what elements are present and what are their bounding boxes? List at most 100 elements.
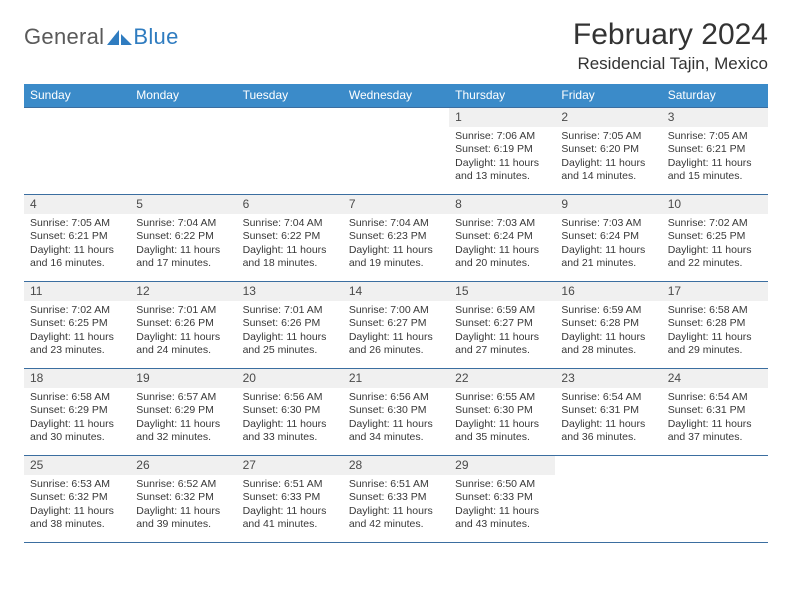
sunrise-line: Sunrise: 7:01 AM — [243, 304, 337, 317]
sunrise-line: Sunrise: 6:54 AM — [561, 391, 655, 404]
sunset-line: Sunset: 6:32 PM — [136, 491, 230, 504]
day-number-bar: 28 — [343, 456, 449, 475]
day-number: 10 — [668, 197, 762, 211]
day-number-bar: 20 — [237, 369, 343, 388]
day-number: 1 — [455, 110, 549, 124]
day-number: 23 — [561, 371, 655, 385]
sunrise-line: Sunrise: 6:59 AM — [561, 304, 655, 317]
calendar-cell — [343, 108, 449, 194]
cell-body: Sunrise: 6:59 AMSunset: 6:27 PMDaylight:… — [449, 301, 555, 362]
day-number-bar: 12 — [130, 282, 236, 301]
sunset-line: Sunset: 6:29 PM — [136, 404, 230, 417]
cell-body: Sunrise: 6:56 AMSunset: 6:30 PMDaylight:… — [343, 388, 449, 449]
day-number-bar: 18 — [24, 369, 130, 388]
cell-body: Sunrise: 7:00 AMSunset: 6:27 PMDaylight:… — [343, 301, 449, 362]
day-number: 2 — [561, 110, 655, 124]
sunrise-line: Sunrise: 6:59 AM — [455, 304, 549, 317]
cell-body: Sunrise: 7:05 AMSunset: 6:20 PMDaylight:… — [555, 127, 661, 188]
cell-body: Sunrise: 7:01 AMSunset: 6:26 PMDaylight:… — [237, 301, 343, 362]
cell-body: Sunrise: 6:51 AMSunset: 6:33 PMDaylight:… — [343, 475, 449, 536]
day-number-bar: 16 — [555, 282, 661, 301]
logo-text-blue: Blue — [133, 24, 178, 50]
sunset-line: Sunset: 6:26 PM — [243, 317, 337, 330]
day-number: 15 — [455, 284, 549, 298]
calendar-cell: 28Sunrise: 6:51 AMSunset: 6:33 PMDayligh… — [343, 456, 449, 542]
sunrise-line: Sunrise: 7:03 AM — [455, 217, 549, 230]
cell-body: Sunrise: 6:50 AMSunset: 6:33 PMDaylight:… — [449, 475, 555, 536]
day-number: 19 — [136, 371, 230, 385]
calendar-cell — [237, 108, 343, 194]
calendar-page: General Blue February 2024 Residencial T… — [0, 0, 792, 553]
sunrise-line: Sunrise: 6:50 AM — [455, 478, 549, 491]
calendar-cell: 3Sunrise: 7:05 AMSunset: 6:21 PMDaylight… — [662, 108, 768, 194]
cell-body: Sunrise: 6:57 AMSunset: 6:29 PMDaylight:… — [130, 388, 236, 449]
calendar-cell: 10Sunrise: 7:02 AMSunset: 6:25 PMDayligh… — [662, 195, 768, 281]
calendar-week-row: 1Sunrise: 7:06 AMSunset: 6:19 PMDaylight… — [24, 107, 768, 194]
sunset-line: Sunset: 6:20 PM — [561, 143, 655, 156]
day-number: 11 — [30, 284, 124, 298]
calendar-cell: 8Sunrise: 7:03 AMSunset: 6:24 PMDaylight… — [449, 195, 555, 281]
calendar-cell: 1Sunrise: 7:06 AMSunset: 6:19 PMDaylight… — [449, 108, 555, 194]
sunrise-line: Sunrise: 7:04 AM — [136, 217, 230, 230]
day-number-bar: 6 — [237, 195, 343, 214]
calendar-cell: 19 Sunrise: 6:57 AMSunset: 6:29 PMDayligh… — [130, 369, 236, 455]
sunset-line: Sunset: 6:25 PM — [30, 317, 124, 330]
header: General Blue February 2024 Residencial T… — [24, 18, 768, 74]
cell-body: Sunrise: 6:54 AMSunset: 6:31 PMDaylight:… — [662, 388, 768, 449]
calendar-cell: 25Sunrise: 6:53 AMSunset: 6:32 PMDayligh… — [24, 456, 130, 542]
calendar-cell: 14 Sunrise: 7:00 AMSunset: 6:27 PMDayligh… — [343, 282, 449, 368]
calendar-cell: 11 Sunrise: 7:02 AMSunset: 6:25 PMDayligh… — [24, 282, 130, 368]
sunset-line: Sunset: 6:24 PM — [455, 230, 549, 243]
cell-body: Sunrise: 7:03 AMSunset: 6:24 PMDaylight:… — [449, 214, 555, 275]
sunrise-line: Sunrise: 7:05 AM — [561, 130, 655, 143]
daylight-line: Daylight: 11 hours and 18 minutes. — [243, 244, 337, 271]
cell-body: Sunrise: 7:01 AMSunset: 6:26 PMDaylight:… — [130, 301, 236, 362]
calendar-body: 1Sunrise: 7:06 AMSunset: 6:19 PMDaylight… — [24, 107, 768, 543]
cell-body: Sunrise: 6:54 AMSunset: 6:31 PMDaylight:… — [555, 388, 661, 449]
sunset-line: Sunset: 6:22 PM — [136, 230, 230, 243]
daylight-line: Daylight: 11 hours and 43 minutes. — [455, 505, 549, 532]
day-number-bar: 11 — [24, 282, 130, 301]
sunrise-line: Sunrise: 6:56 AM — [349, 391, 443, 404]
daylight-line: Daylight: 11 hours and 28 minutes. — [561, 331, 655, 358]
day-number-bar: 27 — [237, 456, 343, 475]
daylight-line: Daylight: 11 hours and 15 minutes. — [668, 157, 762, 184]
daylight-line: Daylight: 11 hours and 19 minutes. — [349, 244, 443, 271]
daylight-line: Daylight: 11 hours and 30 minutes. — [30, 418, 124, 445]
day-number-bar: 13 — [237, 282, 343, 301]
sunrise-line: Sunrise: 7:03 AM — [561, 217, 655, 230]
cell-body: Sunrise: 7:05 AMSunset: 6:21 PMDaylight:… — [24, 214, 130, 275]
calendar-week-row: 18Sunrise: 6:58 AMSunset: 6:29 PMDayligh… — [24, 368, 768, 455]
calendar-cell — [555, 456, 661, 542]
sunrise-line: Sunrise: 6:54 AM — [668, 391, 762, 404]
sunrise-line: Sunrise: 7:05 AM — [30, 217, 124, 230]
calendar-cell: 26Sunrise: 6:52 AMSunset: 6:32 PMDayligh… — [130, 456, 236, 542]
sunrise-line: Sunrise: 6:55 AM — [455, 391, 549, 404]
month-title: February 2024 — [573, 18, 768, 52]
cell-body: Sunrise: 6:59 AMSunset: 6:28 PMDaylight:… — [555, 301, 661, 362]
calendar-week-row: 4Sunrise: 7:05 AMSunset: 6:21 PMDaylight… — [24, 194, 768, 281]
cell-body: Sunrise: 6:51 AMSunset: 6:33 PMDaylight:… — [237, 475, 343, 536]
sunrise-line: Sunrise: 6:52 AM — [136, 478, 230, 491]
daylight-line: Daylight: 11 hours and 27 minutes. — [455, 331, 549, 358]
daylight-line: Daylight: 11 hours and 24 minutes. — [136, 331, 230, 358]
day-number-bar: 4 — [24, 195, 130, 214]
sunset-line: Sunset: 6:31 PM — [668, 404, 762, 417]
sunrise-line: Sunrise: 7:02 AM — [30, 304, 124, 317]
daylight-line: Daylight: 11 hours and 22 minutes. — [668, 244, 762, 271]
day-number-bar: 10 — [662, 195, 768, 214]
sunrise-line: Sunrise: 7:05 AM — [668, 130, 762, 143]
logo: General Blue — [24, 24, 179, 50]
calendar-cell: 17Sunrise: 6:58 AMSunset: 6:28 PMDayligh… — [662, 282, 768, 368]
day-number: 20 — [243, 371, 337, 385]
sunrise-line: Sunrise: 6:51 AM — [243, 478, 337, 491]
cell-body: Sunrise: 7:02 AMSunset: 6:25 PMDaylight:… — [24, 301, 130, 362]
day-number: 14 — [349, 284, 443, 298]
sunset-line: Sunset: 6:22 PM — [243, 230, 337, 243]
cell-body: Sunrise: 6:53 AMSunset: 6:32 PMDaylight:… — [24, 475, 130, 536]
day-number-bar: 25 — [24, 456, 130, 475]
sunset-line: Sunset: 6:24 PM — [561, 230, 655, 243]
daylight-line: Daylight: 11 hours and 36 minutes. — [561, 418, 655, 445]
daylight-line: Daylight: 11 hours and 14 minutes. — [561, 157, 655, 184]
sunset-line: Sunset: 6:30 PM — [455, 404, 549, 417]
